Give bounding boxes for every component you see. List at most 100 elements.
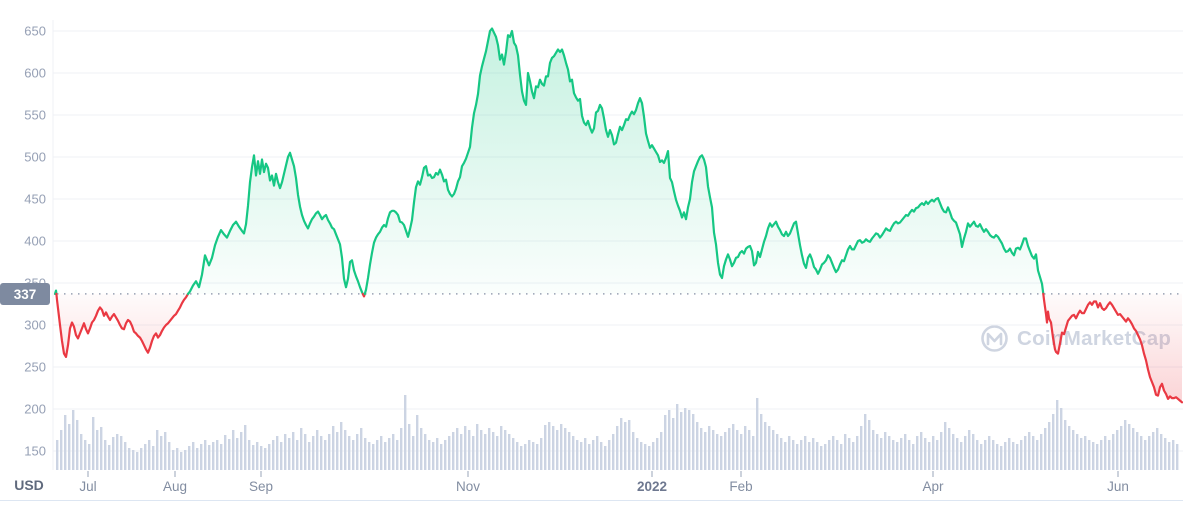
volume-bar [440,444,443,470]
volume-bar [636,438,639,470]
volume-bar [948,428,951,470]
price-area-fills [55,28,1182,403]
volume-bar [140,448,143,470]
volume-bar [864,414,867,470]
volume-bar [660,432,663,470]
volume-bar [992,440,995,470]
volume-bar [556,430,559,470]
volume-bar [500,426,503,470]
volume-bar [364,438,367,470]
volume-bar [576,440,579,470]
volume-bar [884,432,887,470]
volume-bar [468,430,471,470]
volume-bar [1036,440,1039,470]
volume-bar [1020,440,1023,470]
volume-bar [852,442,855,470]
volume-bar [232,430,235,470]
volume-bar [156,430,159,470]
volume-bar [348,436,351,470]
volume-bar [580,442,583,470]
volume-bar [120,436,123,470]
volume-bar [780,438,783,470]
volume-bar [888,436,891,470]
volume-bar [860,426,863,470]
volume-bar [964,436,967,470]
volume-bar [1088,440,1091,470]
volume-bar [312,436,315,470]
volume-bar [988,436,991,470]
volume-bar [112,437,115,470]
volume-bar [672,418,675,470]
volume-bar [816,442,819,470]
volume-bar [628,420,631,470]
x-axis-label: Jul [79,479,96,494]
volume-bar [920,432,923,470]
volume-bar [676,404,679,470]
volume-bar [776,434,779,470]
volume-bar [100,427,103,470]
volume-bar [1052,414,1055,470]
volume-bar [280,442,283,470]
volume-bar [408,424,411,470]
volume-bar [632,432,635,470]
volume-bar [568,432,571,470]
volume-bar [836,440,839,470]
volume-bar [752,436,755,470]
x-axis-label: Sep [249,479,273,494]
volume-bar [1012,442,1015,470]
volume-bar [648,446,651,470]
volume-bar [448,436,451,470]
volume-bar [828,440,831,470]
volume-bar [1116,430,1119,470]
volume-bar [336,432,339,470]
volume-bar [300,428,303,470]
volume-bar [848,438,851,470]
volume-bar [64,415,67,470]
volume-bar [1000,446,1003,470]
x-axis-label: Aug [163,479,187,494]
volume-bar [144,444,147,470]
volume-bar [444,440,447,470]
volume-bar [656,438,659,470]
y-axis-label: 550 [24,108,46,123]
price-line-segment-down [1042,292,1183,404]
volume-bar [692,414,695,470]
volume-bar [868,420,871,470]
volume-bar [1128,424,1131,470]
panel-divider [0,500,1183,501]
volume-bar [1144,440,1147,470]
volume-bar [1028,432,1031,470]
volume-bar [88,444,91,470]
price-line-segment-up [363,27,1045,295]
volume-bar [708,426,711,470]
volume-bar [1068,426,1071,470]
volume-bar [1064,420,1067,470]
volume-bar [696,422,699,470]
price-line-segment-up [186,151,364,295]
volume-bar [256,442,259,470]
volume-bar [688,410,691,470]
volume-bar [1124,420,1127,470]
price-line-segment-up [53,289,58,295]
volume-bar [620,418,623,470]
volume-bar [204,440,207,470]
volume-bar [248,440,251,470]
y-axis-label: 600 [24,66,46,81]
volume-bar [1048,422,1051,470]
volume-bar [572,436,575,470]
volume-bar [1004,442,1007,470]
volume-bar [116,434,119,470]
volume-bar [380,436,383,470]
volume-bar [1100,440,1103,470]
volume-bar [296,440,299,470]
volume-bar [228,439,231,470]
volume-bar [820,446,823,470]
volume-bar [548,422,551,470]
volume-bar [1132,428,1135,470]
volume-bar [876,434,879,470]
price-line-segment-down [55,292,190,358]
volume-bar [160,436,163,470]
volume-bar [760,414,763,470]
volume-bar [592,440,595,470]
